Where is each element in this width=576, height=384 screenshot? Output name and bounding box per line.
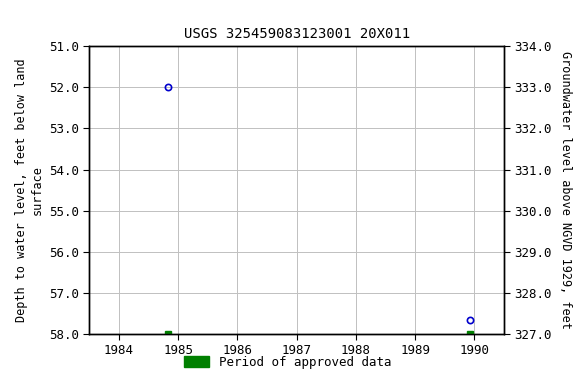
- Title: USGS 325459083123001 20X011: USGS 325459083123001 20X011: [184, 27, 410, 41]
- Legend: Period of approved data: Period of approved data: [179, 351, 397, 374]
- Y-axis label: Groundwater level above NGVD 1929, feet: Groundwater level above NGVD 1929, feet: [559, 51, 572, 329]
- Y-axis label: Depth to water level, feet below land
surface: Depth to water level, feet below land su…: [16, 58, 43, 322]
